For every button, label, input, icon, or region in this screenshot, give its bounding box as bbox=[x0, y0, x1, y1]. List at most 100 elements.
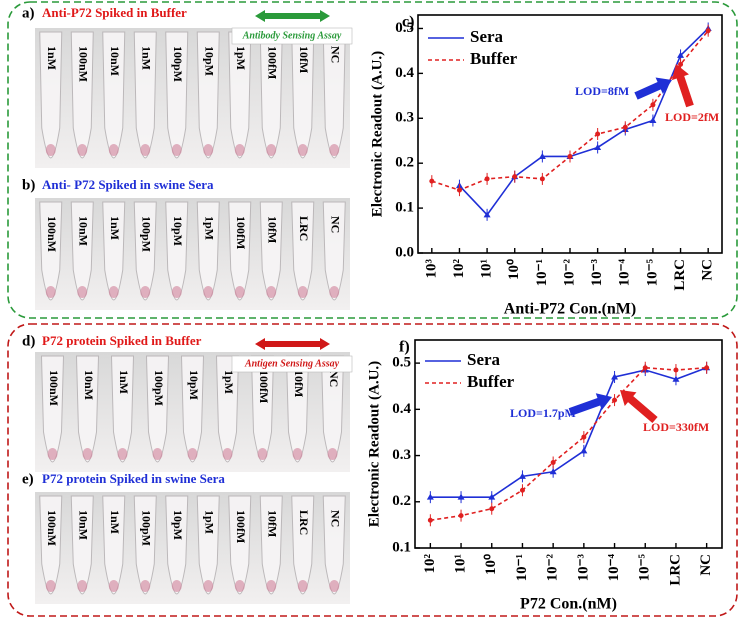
tube bbox=[39, 31, 63, 159]
point bbox=[518, 472, 526, 479]
tube-tip bbox=[140, 580, 151, 592]
tube-tip bbox=[327, 448, 338, 460]
point bbox=[484, 176, 490, 182]
point bbox=[704, 365, 710, 371]
tube bbox=[285, 355, 310, 463]
tube-label: 100nM bbox=[45, 216, 59, 252]
tube bbox=[322, 31, 346, 159]
x-axis-label: Anti-P72 Con.(nM) bbox=[504, 301, 636, 318]
tube-label: 1pM bbox=[234, 46, 248, 70]
tube-tip bbox=[77, 286, 88, 298]
series-line bbox=[430, 366, 707, 522]
tube-tip bbox=[152, 448, 163, 460]
tube bbox=[259, 495, 283, 595]
tube-tip bbox=[117, 448, 128, 460]
y-tick-label: 0.2 bbox=[395, 155, 414, 171]
tube-tip bbox=[297, 144, 308, 156]
tube bbox=[75, 355, 100, 463]
legend-label: Buffer bbox=[470, 49, 518, 68]
point bbox=[538, 152, 546, 159]
tube-label: 1nM bbox=[45, 46, 59, 70]
tube bbox=[291, 31, 315, 159]
tube bbox=[102, 201, 126, 301]
point bbox=[650, 102, 656, 108]
point bbox=[622, 124, 628, 130]
point bbox=[612, 397, 618, 403]
tube bbox=[196, 31, 220, 159]
point bbox=[678, 61, 684, 67]
panel-title: Anti-P72 Spiked in Buffer bbox=[42, 5, 187, 20]
point bbox=[672, 375, 680, 382]
tube-tip bbox=[234, 580, 245, 592]
tube-label: 100nM bbox=[45, 510, 59, 546]
y-tick-label: 0.0 bbox=[395, 244, 414, 260]
point bbox=[456, 187, 462, 193]
tube bbox=[165, 31, 189, 159]
point bbox=[594, 143, 602, 150]
point bbox=[649, 117, 657, 124]
x-tick-label: 10⁻⁴ bbox=[617, 259, 633, 287]
tube-tip bbox=[77, 144, 88, 156]
tube-tip bbox=[266, 286, 277, 298]
tube-label: 1nM bbox=[108, 216, 122, 240]
tube-label: 100nM bbox=[77, 46, 91, 82]
x-tick-label: 10³ bbox=[423, 259, 439, 279]
tube bbox=[250, 355, 275, 463]
tube-label: 10pM bbox=[187, 370, 201, 400]
x-tick-label: 10² bbox=[422, 554, 438, 574]
tube bbox=[291, 495, 315, 595]
tube-label: 1pM bbox=[203, 216, 217, 240]
tube bbox=[39, 201, 63, 301]
x-tick-label: 10⁻⁵ bbox=[644, 259, 660, 287]
assay-box bbox=[231, 27, 353, 45]
tube bbox=[102, 495, 126, 595]
point bbox=[549, 468, 557, 475]
tube bbox=[70, 31, 94, 159]
tube-tip bbox=[292, 448, 303, 460]
x-tick-label: 10⁻² bbox=[561, 259, 577, 287]
tube-tip bbox=[257, 448, 268, 460]
y-tick-label: 0.5 bbox=[395, 20, 414, 36]
point bbox=[426, 493, 434, 500]
tube-label: 10nM bbox=[77, 510, 91, 540]
tube-tip bbox=[266, 144, 277, 156]
tube-tip bbox=[171, 580, 182, 592]
tube-label: 10fM bbox=[297, 46, 311, 73]
tube-tip bbox=[171, 144, 182, 156]
tube-tip bbox=[140, 286, 151, 298]
tube-label: LRC bbox=[297, 510, 311, 535]
panel-letter: b) bbox=[22, 177, 35, 193]
assay-arrow bbox=[255, 338, 330, 350]
y-tick-label: 0.3 bbox=[392, 447, 411, 463]
tube-label: 10pM bbox=[203, 46, 217, 76]
chart-label: f) bbox=[399, 339, 410, 356]
point bbox=[642, 365, 648, 371]
assay-label: Antibody Sensing Assay bbox=[242, 30, 342, 41]
tube bbox=[39, 495, 63, 595]
tube-label: 1pM bbox=[203, 510, 217, 534]
tube-tip bbox=[45, 286, 56, 298]
point bbox=[512, 174, 518, 180]
tube-tip bbox=[203, 144, 214, 156]
tube-label: 100fM bbox=[257, 370, 271, 403]
y-tick-label: 0.2 bbox=[392, 493, 411, 509]
chart-label: c) bbox=[402, 14, 414, 31]
tube bbox=[291, 201, 315, 301]
legend-label: Sera bbox=[470, 27, 504, 46]
series-line bbox=[430, 366, 707, 498]
annotation: LOD=330fM bbox=[643, 420, 709, 434]
tube-label: NC bbox=[329, 46, 343, 63]
annotation-arrow bbox=[568, 393, 612, 416]
tube bbox=[70, 495, 94, 595]
point bbox=[677, 51, 685, 58]
tube-label: 1pM bbox=[222, 370, 236, 394]
point bbox=[595, 131, 601, 137]
x-tick-label: 10⁰ bbox=[483, 554, 499, 575]
tube-tip bbox=[329, 580, 340, 592]
point bbox=[581, 434, 587, 440]
point bbox=[673, 367, 679, 373]
tube-label: 100fM bbox=[234, 216, 248, 249]
point bbox=[489, 506, 495, 512]
tube bbox=[196, 495, 220, 595]
